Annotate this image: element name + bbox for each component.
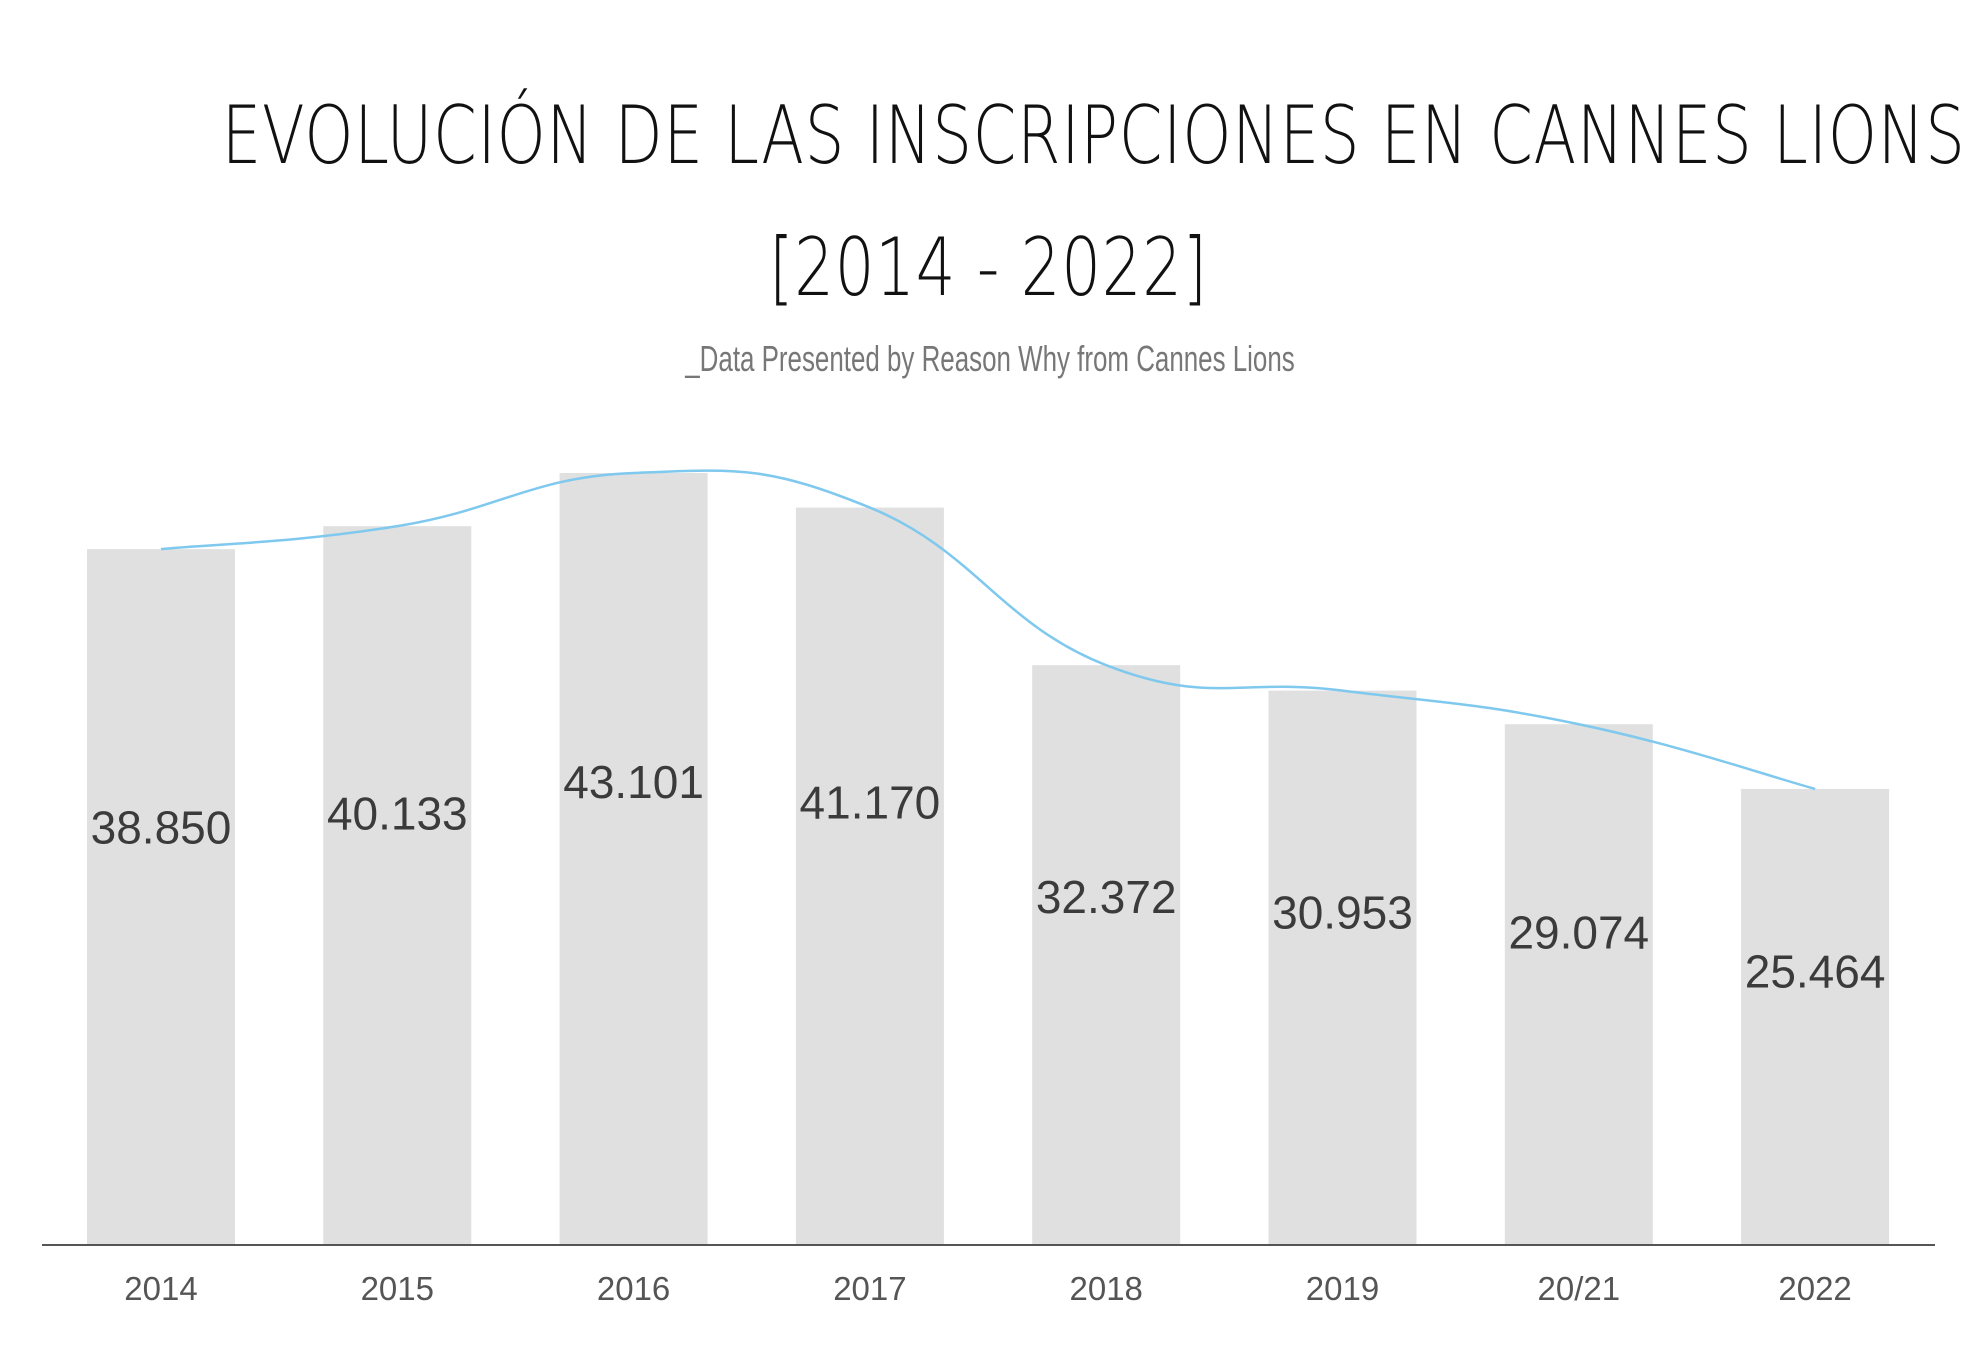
x-tick-label: 2018 <box>1069 1270 1142 1307</box>
chart-subtitle: _Data Presented by Reason Why from Canne… <box>685 338 1295 379</box>
bar-2018 <box>1032 665 1181 1245</box>
bar-value-label: 29.074 <box>1508 907 1649 959</box>
bars-group <box>87 473 1890 1246</box>
x-tick-label: 2019 <box>1306 1270 1379 1307</box>
chart-title-line-1: EVOLUCIÓN DE LAS INSCRIPCIONES EN CANNES… <box>221 89 1966 182</box>
x-tick-label: 2022 <box>1778 1270 1851 1307</box>
x-tick-label: 20/21 <box>1538 1270 1621 1307</box>
x-tick-label: 2015 <box>361 1270 434 1307</box>
bar-2014 <box>87 549 235 1245</box>
chart-title-line-2: [2014 - 2022] <box>769 221 1208 314</box>
bar-20-21 <box>1504 724 1653 1245</box>
bar-value-label: 25.464 <box>1745 945 1886 997</box>
bar-2022 <box>1741 788 1890 1245</box>
bar-value-label: 41.170 <box>800 777 941 829</box>
bar-2019 <box>1268 690 1417 1245</box>
chart-title: EVOLUCIÓN DE LAS INSCRIPCIONES EN CANNES… <box>221 70 1966 334</box>
x-tick-label: 2014 <box>124 1270 197 1307</box>
bar-2016 <box>559 473 708 1245</box>
x-tick-labels-group: 2014 2015 2016 2017 2018 2019 20/21 2022 <box>124 1270 1852 1307</box>
bar-value-label: 43.101 <box>563 756 704 808</box>
x-tick-label: 2017 <box>833 1270 906 1307</box>
x-tick-label: 2016 <box>597 1270 670 1307</box>
bar-value-label: 40.133 <box>327 788 468 840</box>
bar-value-label: 38.850 <box>91 801 232 853</box>
bar-value-label: 30.953 <box>1272 886 1413 938</box>
bar-2015 <box>323 526 472 1245</box>
value-labels-group: 38.850 40.133 43.101 41.170 32.372 30.953 29.0… <box>91 756 1886 998</box>
trend-line <box>160 469 1816 791</box>
bar-value-label: 32.372 <box>1036 871 1177 923</box>
bar-2017 <box>795 507 944 1246</box>
